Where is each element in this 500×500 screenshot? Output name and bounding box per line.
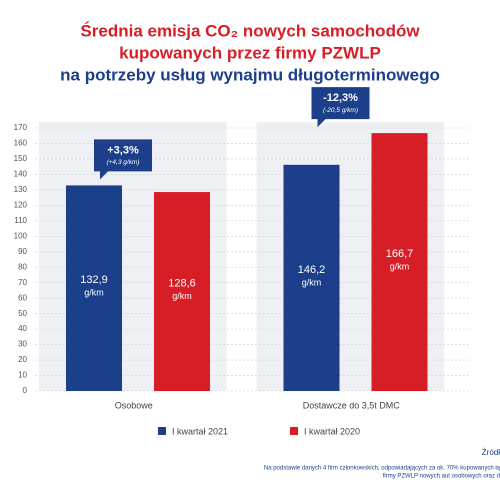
callout-box: [311, 87, 370, 128]
y-tick-label: 140: [14, 170, 28, 179]
y-tick-label: 110: [14, 216, 27, 225]
value-label: 146,2: [298, 264, 326, 276]
source-text: firmy PZWLP nowych aut osobowych oraz d: [383, 474, 500, 480]
callout-text: -12,3%: [323, 92, 358, 104]
bar: [371, 133, 428, 392]
y-tick-label: 60: [18, 293, 27, 302]
value-unit: g/km: [84, 288, 104, 298]
callout-detail: (+4,3 g/km): [106, 159, 139, 166]
y-tick-label: 70: [18, 278, 27, 287]
y-tick-label: 150: [14, 154, 28, 163]
legend-swatch: [158, 427, 166, 435]
y-tick-label: 50: [18, 309, 27, 318]
title-line: kupowanych przez firmy PZWLP: [119, 43, 381, 62]
y-tick-label: 0: [23, 386, 28, 395]
bar: [283, 164, 340, 391]
bar: [154, 192, 210, 391]
y-tick-label: 40: [18, 324, 27, 333]
title-line: na potrzeby usług wynajmu długoterminowe…: [60, 65, 440, 84]
legend-label: I kwartał 2020: [304, 426, 360, 436]
y-tick-label: 100: [14, 231, 28, 240]
y-tick-label: 30: [18, 340, 27, 349]
x-tick-label: Dostawcze do 3,5t DMC: [303, 400, 401, 410]
value-unit: g/km: [390, 261, 410, 271]
bar: [66, 185, 122, 391]
x-tick-label: Osobowe: [115, 400, 153, 410]
legend-swatch: [290, 427, 298, 435]
source-text: Źródł: [482, 448, 500, 457]
value-label: 128,6: [168, 277, 196, 289]
y-tick-label: 90: [18, 247, 27, 256]
value-unit: g/km: [302, 277, 322, 287]
y-tick-label: 170: [14, 123, 28, 132]
value-unit: g/km: [172, 291, 192, 301]
legend-label: I kwartał 2021: [172, 426, 228, 436]
y-tick-label: 160: [14, 139, 28, 148]
y-tick-label: 130: [14, 185, 28, 194]
callout-box: [94, 139, 152, 180]
value-label: 132,9: [80, 274, 108, 286]
y-tick-label: 120: [14, 200, 28, 209]
callout-text: +3,3%: [107, 144, 139, 156]
title-line: Średnia emisja CO₂ nowych samochodów: [80, 21, 420, 40]
callout-detail: (-20,5 g/km): [323, 107, 358, 114]
source-text: Na podstawie danych 4 firm członkowskich…: [264, 466, 500, 472]
y-tick-label: 20: [18, 355, 27, 364]
value-label: 166,7: [386, 248, 414, 260]
y-tick-label: 80: [18, 262, 27, 271]
y-tick-label: 10: [18, 371, 27, 380]
